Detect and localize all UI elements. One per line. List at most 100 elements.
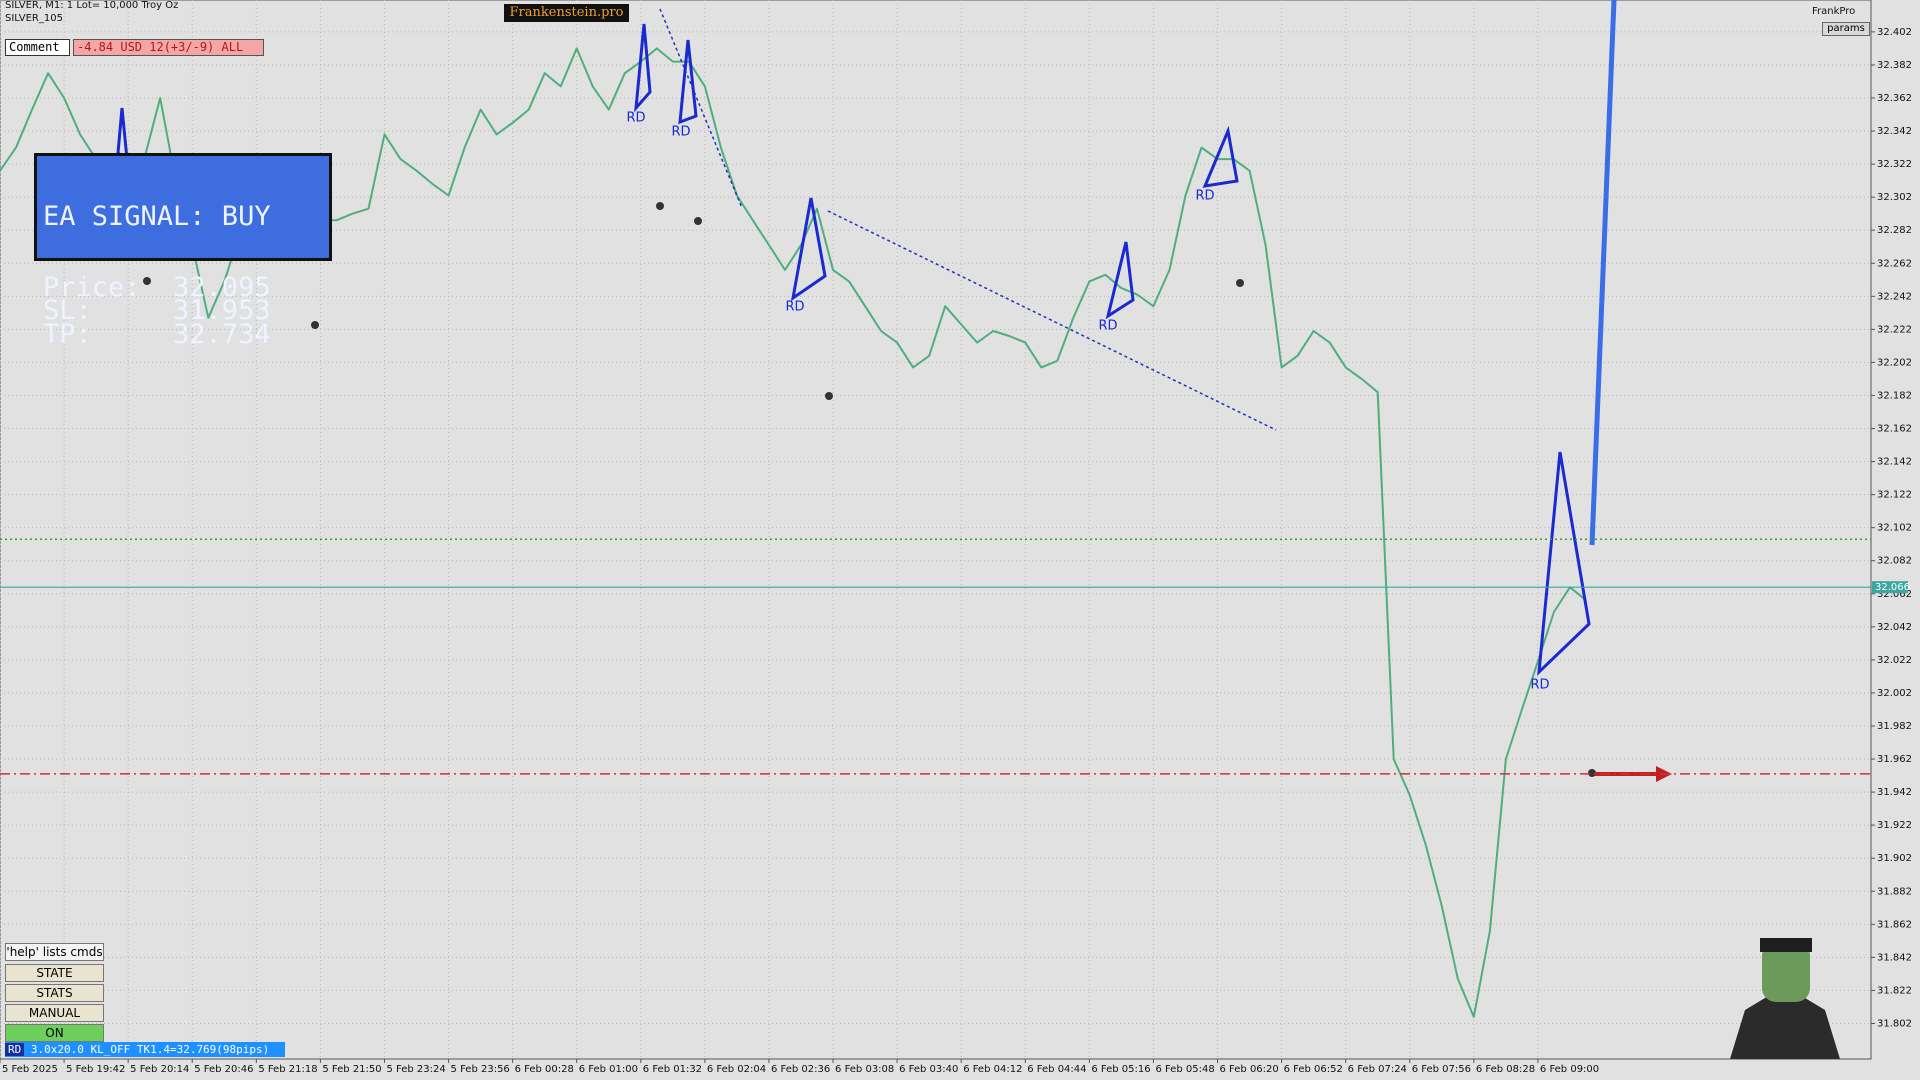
- y-tick-label: 32.102: [1877, 523, 1912, 534]
- portrait-hair: [1760, 938, 1812, 952]
- account-summary: -4.84 USD 12(+3/-9) ALL: [73, 39, 264, 56]
- marker: [656, 202, 664, 210]
- x-tick-label: 6 Feb 04:44: [1027, 1064, 1086, 1075]
- x-tick-label: 6 Feb 06:52: [1284, 1064, 1343, 1075]
- pattern-triangle: [1202, 125, 1239, 188]
- x-tick-label: 6 Feb 01:00: [579, 1064, 638, 1075]
- y-tick-label: 32.002: [1877, 688, 1912, 699]
- marker: [1236, 279, 1244, 287]
- y-tick-label: 32.122: [1877, 490, 1912, 501]
- x-tick-label: 5 Feb 2025: [2, 1064, 58, 1075]
- x-tick-label: 6 Feb 07:24: [1348, 1064, 1407, 1075]
- y-tick-label: 31.942: [1877, 787, 1912, 798]
- symbol-info: SILVER, M1: 1 Lot= 10,000 Troy Oz: [5, 0, 179, 11]
- pattern-label: RD: [1530, 678, 1549, 693]
- pattern-label: RD: [1098, 319, 1117, 334]
- y-tick-label: 32.242: [1877, 291, 1912, 302]
- x-tick-label: 5 Feb 20:14: [130, 1064, 189, 1075]
- x-tick-label: 6 Feb 03:08: [835, 1064, 894, 1075]
- y-tick-label: 31.822: [1877, 985, 1912, 996]
- pattern-triangle: [1105, 241, 1135, 320]
- y-tick-label: 32.042: [1877, 622, 1912, 633]
- x-tick-label: 6 Feb 02:04: [707, 1064, 766, 1075]
- help-hint: 'help' lists cmds: [5, 943, 104, 961]
- pattern-triangle: [678, 39, 698, 125]
- x-tick-label: 6 Feb 07:56: [1412, 1064, 1471, 1075]
- status-text: 3.0x20.0 KL_OFF TK1.4=32.769(98pips): [30, 1043, 270, 1056]
- x-tick-label: 6 Feb 08:28: [1476, 1064, 1535, 1075]
- y-tick-label: 32.222: [1877, 324, 1912, 335]
- pattern-label: RD: [785, 300, 804, 315]
- markers: [143, 202, 1596, 777]
- x-tick-label: 6 Feb 00:28: [515, 1064, 574, 1075]
- y-tick-label: 31.802: [1877, 1018, 1912, 1029]
- x-tick-label: 5 Feb 23:24: [386, 1064, 445, 1075]
- signal-title: EA SIGNAL: BUY: [43, 201, 271, 232]
- y-tick-label: 32.142: [1877, 457, 1912, 468]
- signal-panel: EA SIGNAL: BUY Price: 32.095 SL: 31.953 TP…: [34, 153, 332, 347]
- y-tick-label: 32.022: [1877, 655, 1912, 666]
- x-tick-label: 6 Feb 04:12: [963, 1064, 1022, 1075]
- y-tick-label: 31.882: [1877, 886, 1912, 897]
- signal-lines: Price: 32.095 SL: 31.953 TP: 32.734: [43, 271, 329, 350]
- current-price-label: 32.066: [1875, 582, 1910, 593]
- x-tick-label: 5 Feb 21:50: [322, 1064, 381, 1075]
- control-button[interactable]: MANUAL: [5, 1004, 104, 1022]
- params-button[interactable]: params: [1822, 22, 1870, 36]
- brand: Frankenstein.pro: [504, 4, 629, 22]
- y-tick-label: 32.302: [1877, 192, 1912, 203]
- x-tick-label: 6 Feb 09:00: [1540, 1064, 1599, 1075]
- marker: [825, 392, 833, 400]
- y-tick-label: 32.322: [1877, 159, 1912, 170]
- portrait: [1730, 938, 1840, 1059]
- marker: [311, 321, 319, 329]
- x-tick-label: 5 Feb 21:18: [258, 1064, 317, 1075]
- trend-line: [827, 210, 1277, 431]
- y-tick-label: 32.282: [1877, 225, 1912, 236]
- x-tick-label: 5 Feb 19:42: [66, 1064, 125, 1075]
- y-tick-label: 32.182: [1877, 390, 1912, 401]
- signal-line: TP: 32.734: [43, 318, 271, 350]
- marker: [694, 217, 702, 225]
- x-tick-label: 6 Feb 03:40: [899, 1064, 958, 1075]
- current-price-box: [1872, 581, 1908, 594]
- y-tick-label: 32.202: [1877, 357, 1912, 368]
- y-tick-label: 32.362: [1877, 93, 1912, 104]
- signal-line: Price: 32.095: [43, 271, 271, 303]
- comment-label: Comment: [5, 39, 70, 56]
- y-tick-label: 32.062: [1877, 589, 1912, 600]
- x-tick-label: 6 Feb 05:48: [1155, 1064, 1214, 1075]
- x-tick-label: 5 Feb 20:46: [194, 1064, 253, 1075]
- control-button[interactable]: ON: [5, 1024, 104, 1042]
- pattern-triangle: [790, 197, 827, 302]
- pattern-label: RD: [1195, 189, 1214, 204]
- y-tick-label: 32.262: [1877, 258, 1912, 269]
- control-button[interactable]: STATE: [5, 964, 104, 982]
- status-tag: RD: [5, 1043, 25, 1056]
- control-button[interactable]: STATS: [5, 984, 104, 1002]
- y-tick-label: 32.162: [1877, 424, 1912, 435]
- pattern-label: RD: [671, 125, 690, 140]
- pattern-label: RD: [626, 111, 645, 126]
- x-tick-label: 5 Feb 23:56: [451, 1064, 510, 1075]
- x-tick-label: 6 Feb 02:36: [771, 1064, 830, 1075]
- y-tick-label: 32.382: [1877, 60, 1912, 71]
- y-tick-label: 32.082: [1877, 556, 1912, 567]
- status-bar: RD 3.0x20.0 KL_OFF TK1.4=32.769(98pips): [5, 1042, 285, 1057]
- y-tick-label: 31.982: [1877, 721, 1912, 732]
- x-tick-label: 6 Feb 01:32: [643, 1064, 702, 1075]
- portrait-head: [1762, 942, 1810, 1002]
- y-tick-label: 31.862: [1877, 919, 1912, 930]
- x-tick-label: 6 Feb 05:16: [1091, 1064, 1150, 1075]
- profile: FrankPro: [1812, 6, 1856, 17]
- marker: [143, 277, 151, 285]
- signal-line: SL: 31.953: [43, 295, 271, 326]
- y-tick-label: 31.842: [1877, 952, 1912, 963]
- y-tick-label: 31.902: [1877, 853, 1912, 864]
- pattern-triangle: [1537, 451, 1591, 676]
- pattern-triangle: [634, 23, 652, 113]
- template-name: SILVER_105: [5, 13, 63, 24]
- x-tick-label: 6 Feb 06:20: [1220, 1064, 1279, 1075]
- y-tick-label: 31.922: [1877, 820, 1912, 831]
